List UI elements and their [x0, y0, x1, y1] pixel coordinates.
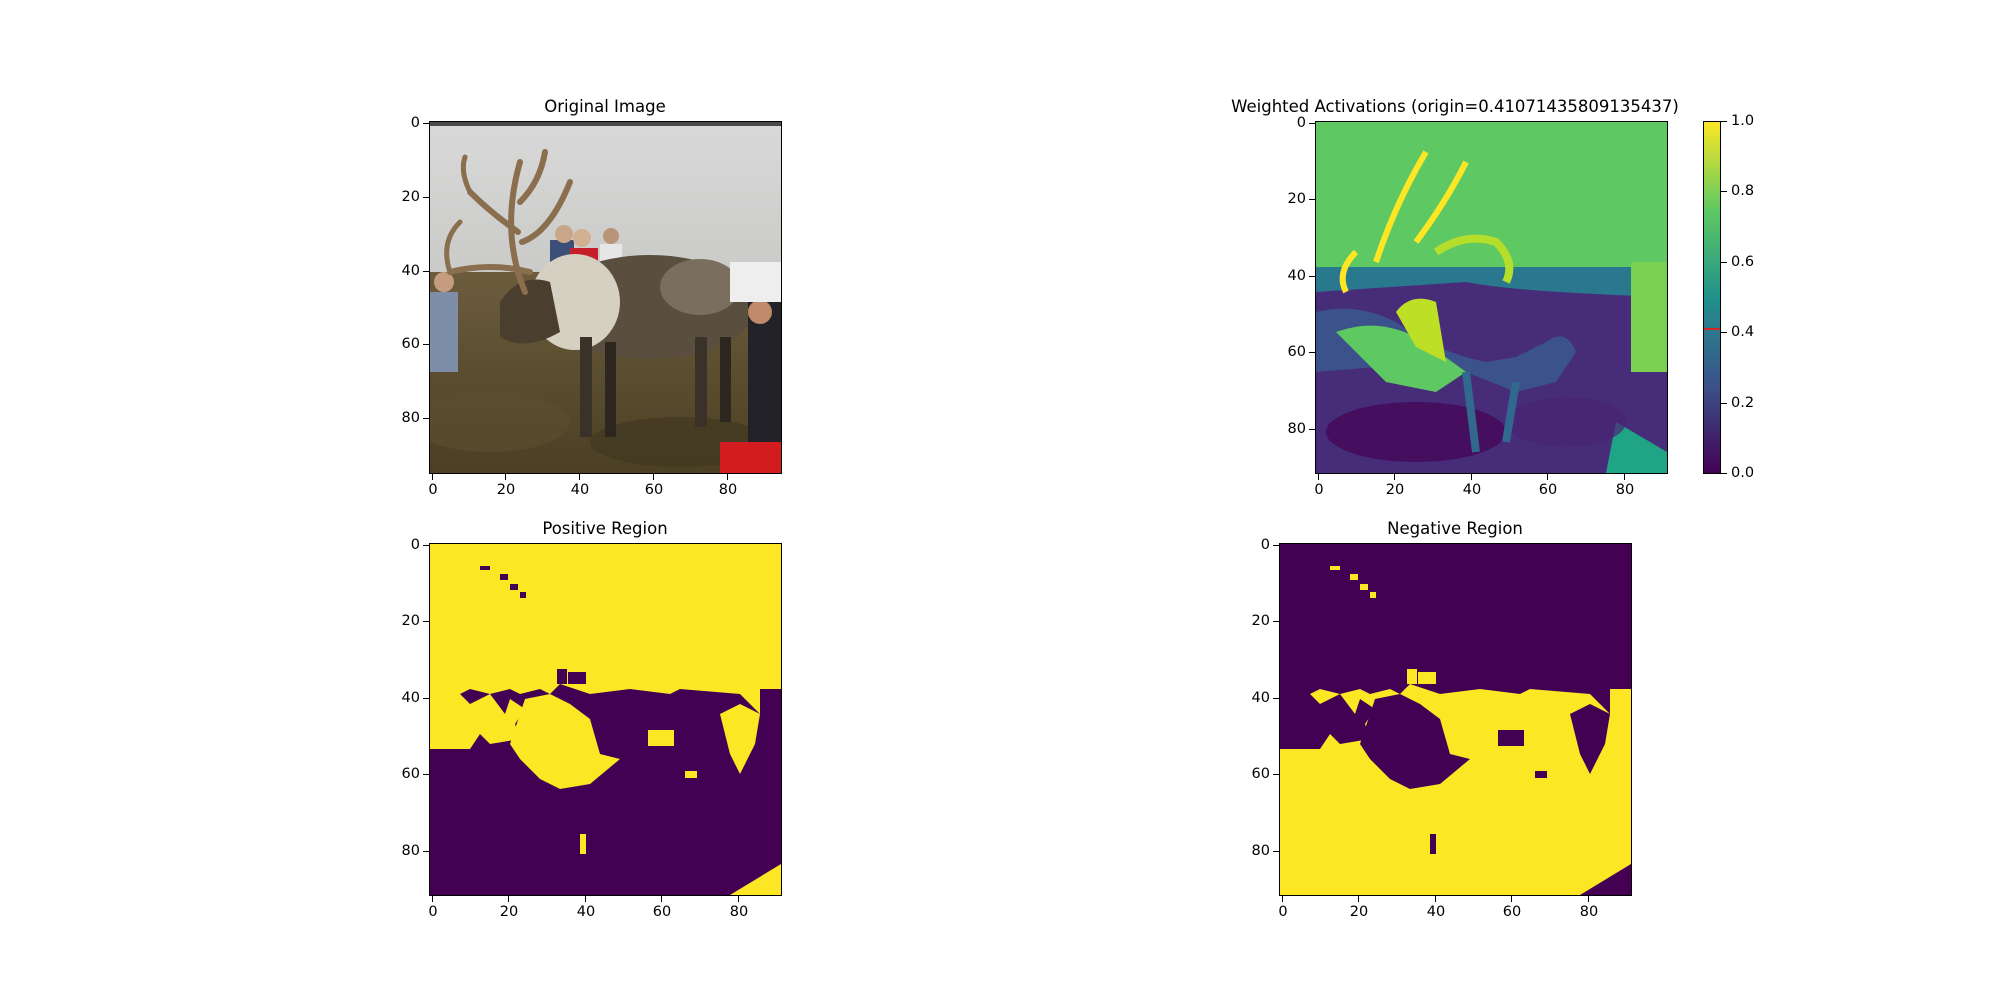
- x-tick-label: 80: [1615, 482, 1635, 498]
- y-tick-label: 80: [1287, 421, 1306, 437]
- colorbar-tick-label: 0.0: [1731, 465, 1755, 481]
- negative-region-plot: [1279, 543, 1632, 896]
- chart-title: Positive Region: [542, 519, 668, 538]
- negative-region-mask: [1280, 544, 1631, 895]
- activation-heatmap-image: [1316, 122, 1667, 473]
- y-tick-label: 40: [1287, 268, 1306, 284]
- y-tick-label: 20: [401, 613, 420, 629]
- colorbar-tick-label: 0.8: [1731, 183, 1755, 199]
- x-tick-label: 0: [428, 904, 438, 920]
- y-tick-label: 40: [401, 263, 420, 279]
- x-tick-label: 60: [652, 904, 672, 920]
- chart-title: Original Image: [544, 97, 666, 116]
- x-tick-label: 60: [1502, 904, 1522, 920]
- y-tick-label: 60: [401, 766, 420, 782]
- positive-region-plot: [429, 543, 782, 896]
- x-tick-label: 20: [499, 904, 519, 920]
- x-tick-label: 20: [1385, 482, 1405, 498]
- y-tick-label: 0: [1260, 537, 1270, 553]
- y-tick-label: 80: [1251, 843, 1270, 859]
- colorbar-tick-label: 1.0: [1731, 113, 1755, 129]
- x-tick-label: 60: [1538, 482, 1558, 498]
- y-tick-label: 0: [1296, 115, 1306, 131]
- y-tick-label: 80: [401, 410, 420, 426]
- x-tick-label: 80: [1579, 904, 1599, 920]
- y-tick-label: 40: [1251, 690, 1270, 706]
- colorbar-tick-label: 0.4: [1731, 324, 1755, 340]
- colorbar-tick-label: 0.6: [1731, 254, 1755, 270]
- x-tick-label: 0: [1278, 904, 1288, 920]
- x-tick-label: 80: [718, 482, 738, 498]
- x-tick-label: 80: [729, 904, 749, 920]
- y-tick-label: 80: [401, 843, 420, 859]
- x-tick-label: 40: [1462, 482, 1482, 498]
- y-tick-label: 60: [1251, 766, 1270, 782]
- chart-title: Negative Region: [1387, 519, 1523, 538]
- x-tick-label: 20: [496, 482, 516, 498]
- x-tick-label: 0: [1314, 482, 1324, 498]
- x-tick-label: 40: [1426, 904, 1446, 920]
- activation-heatmap: [1315, 121, 1668, 474]
- y-tick-label: 60: [1287, 344, 1306, 360]
- positive-region-mask: [430, 544, 781, 895]
- original-image-plot: [429, 121, 782, 474]
- y-tick-label: 20: [1251, 613, 1270, 629]
- x-tick-label: 60: [644, 482, 664, 498]
- y-tick-label: 20: [1287, 191, 1306, 207]
- y-tick-label: 40: [401, 690, 420, 706]
- y-tick-label: 0: [410, 537, 420, 553]
- chart-title: Weighted Activations (origin=0.410714358…: [1231, 97, 1679, 116]
- x-tick-label: 0: [428, 482, 438, 498]
- y-tick-label: 20: [401, 189, 420, 205]
- x-tick-label: 20: [1349, 904, 1369, 920]
- y-tick-label: 60: [401, 336, 420, 352]
- colorbar: [1703, 121, 1721, 474]
- x-tick-label: 40: [570, 482, 590, 498]
- y-tick-label: 0: [410, 115, 420, 131]
- x-tick-label: 40: [576, 904, 596, 920]
- reindeer-photo: [430, 122, 781, 473]
- colorbar-tick-label: 0.2: [1731, 395, 1755, 411]
- origin-marker: [1704, 328, 1720, 330]
